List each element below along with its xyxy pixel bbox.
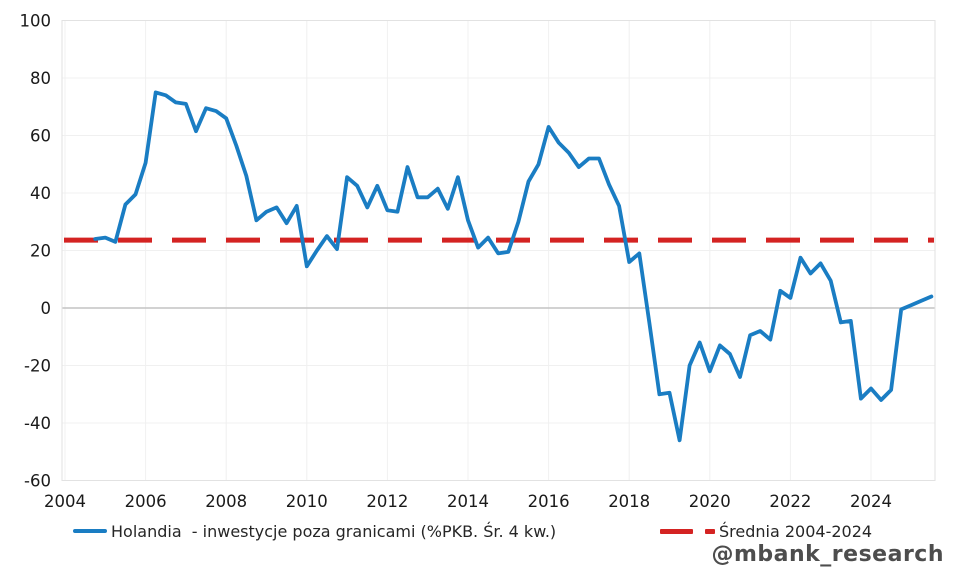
y-tick-label: -60: [24, 472, 51, 491]
holandia-line: [93, 90, 934, 443]
legend-item-holandia: Holandia - inwestycje poza granicami (%P…: [73, 521, 557, 541]
y-tick-label: 40: [30, 184, 51, 203]
y-tick-label: -20: [24, 357, 51, 376]
x-tick-label: 2008: [205, 492, 247, 511]
y-tick-label: 60: [30, 127, 51, 146]
x-tick-label: 2020: [689, 492, 731, 511]
x-tick-label: 2010: [286, 492, 328, 511]
y-tick-label: 80: [30, 69, 51, 88]
y-tick-label: 100: [20, 12, 52, 31]
x-tick-label: 2016: [528, 492, 570, 511]
average-dash-long: [660, 528, 693, 534]
legend-average-label: Średnia 2004-2024: [719, 521, 873, 541]
y-tick-label: 20: [30, 242, 51, 261]
x-tick-label: 2006: [125, 492, 167, 511]
x-tick-label: 2014: [447, 492, 489, 511]
legend-holandia-label: Holandia - inwestycje poza granicami (%P…: [111, 521, 557, 541]
x-tick-label: 2018: [608, 492, 650, 511]
plot-border: [61, 20, 936, 481]
average-dash-short: [705, 528, 715, 534]
holandia-line-swatch: [73, 529, 107, 533]
legend-item-average: Średnia 2004-2024: [660, 521, 873, 541]
x-tick-label: 2012: [366, 492, 408, 511]
y-tick-label: -40: [24, 414, 51, 433]
y-tick-label: 0: [41, 299, 52, 318]
watermark: @mbank_research: [711, 542, 944, 567]
average-dash-gap: [693, 529, 705, 534]
average-line-swatch: [660, 528, 716, 534]
x-tick-label: 2022: [769, 492, 811, 511]
x-tick-label: 2024: [850, 492, 892, 511]
x-tick-label: 2004: [44, 492, 86, 511]
